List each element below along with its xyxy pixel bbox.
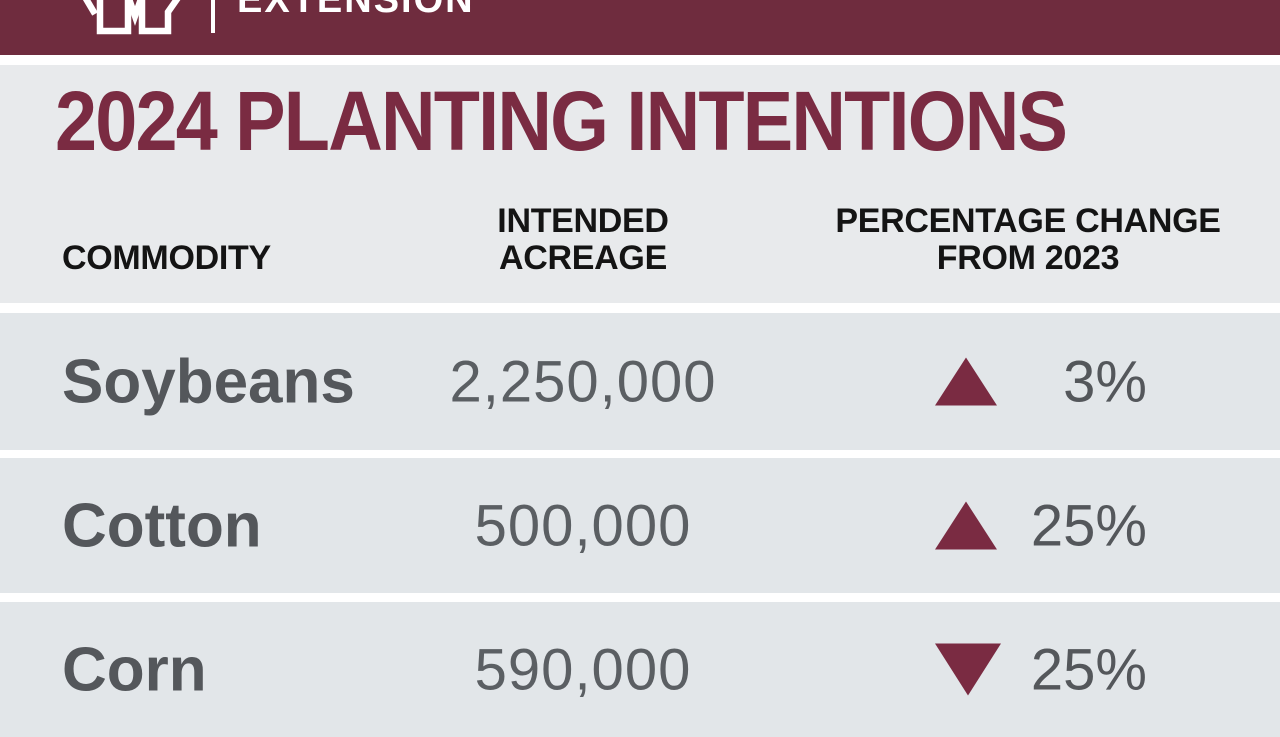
column-header-line: COMMODITY (62, 239, 271, 277)
commodity-name: Corn (62, 635, 207, 704)
triangle-down-icon (935, 643, 1001, 696)
brand-bar: EXTENSION (0, 0, 1280, 55)
percent-change-value: 3% (1063, 349, 1147, 414)
triangle-up-icon (935, 501, 997, 550)
msu-m-logo-icon (82, 0, 181, 35)
column-header-commodity: COMMODITY (62, 240, 271, 277)
column-header-percentage-change: PERCENTAGE CHANGE FROM 2023 (828, 203, 1228, 277)
intended-acreage-value: 590,000 (474, 637, 692, 702)
triangle-up-icon (935, 357, 997, 406)
table-header-section: 2024 PLANTING INTENTIONS COMMODITY INTEN… (0, 65, 1280, 303)
table-row: Corn 590,000 25% (0, 602, 1280, 737)
table-row: Soybeans 2,250,000 3% (0, 313, 1280, 450)
percent-change-cell: 25% (915, 636, 1147, 703)
commodity-name: Soybeans (62, 347, 355, 416)
table-row: Cotton 500,000 25% (0, 458, 1280, 593)
percent-change-value: 25% (1030, 637, 1147, 702)
column-header-line: FROM 2023 (936, 239, 1120, 277)
intended-acreage-value: 500,000 (474, 493, 692, 558)
column-header-line: ACREAGE (499, 239, 667, 277)
percent-change-cell: 25% (915, 492, 1147, 559)
logo-divider (211, 0, 215, 33)
extension-wordmark: EXTENSION (237, 0, 475, 21)
commodity-name: Cotton (62, 491, 262, 560)
column-header-line: INTENDED (497, 202, 669, 240)
column-header-intended-acreage: INTENDED ACREAGE (408, 203, 758, 277)
percent-change-cell: 3% (915, 348, 1147, 415)
page-title: 2024 PLANTING INTENTIONS (55, 74, 1068, 168)
percent-change-value: 25% (1030, 493, 1147, 558)
intended-acreage-value: 2,250,000 (449, 349, 717, 414)
column-header-line: PERCENTAGE CHANGE (835, 202, 1221, 240)
